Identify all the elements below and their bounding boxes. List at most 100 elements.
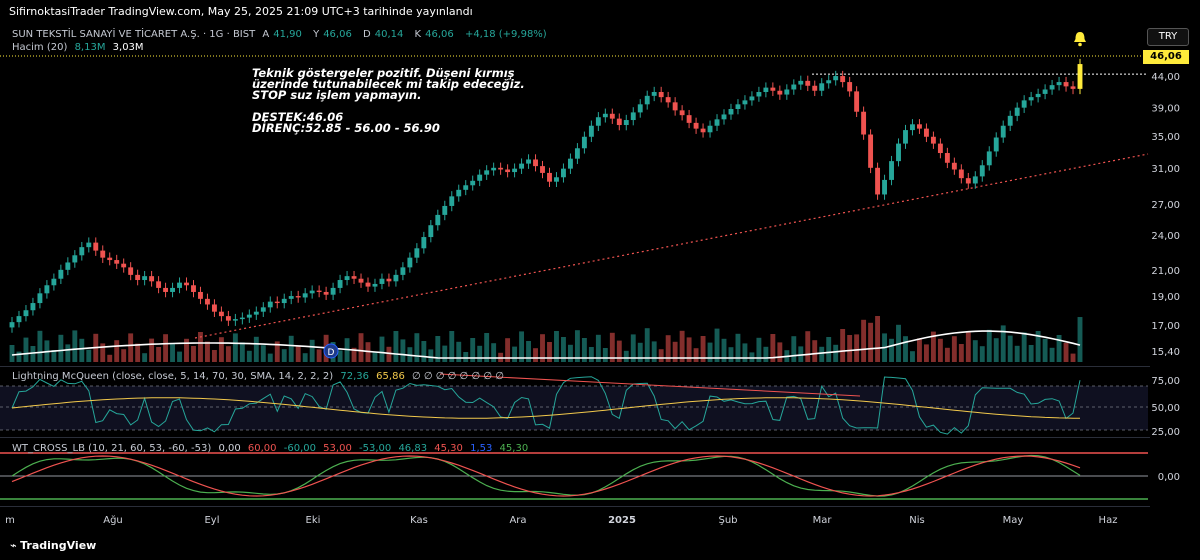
volume-bar bbox=[798, 346, 804, 362]
time-axis-label: m bbox=[5, 515, 15, 526]
candle-body bbox=[505, 169, 511, 173]
time-axis-label: Eki bbox=[306, 515, 321, 526]
indicator2-header: WT_CROSS_LB (10, 21, 60, 53, -60, -53) 0… bbox=[12, 443, 532, 454]
volume-bar bbox=[170, 343, 175, 362]
volume-bar bbox=[665, 335, 671, 362]
volume-bar bbox=[225, 346, 231, 362]
candle-body bbox=[435, 214, 441, 226]
indicator1-axis-label: 25,00 bbox=[1151, 427, 1180, 438]
volume-bar bbox=[533, 348, 538, 362]
candle-body bbox=[540, 166, 545, 173]
volume-label[interactable]: Hacim (20) bbox=[12, 42, 68, 53]
volume-bar bbox=[512, 346, 518, 362]
candle-body bbox=[1042, 89, 1048, 94]
candle-body bbox=[533, 159, 538, 167]
candle-body bbox=[1063, 82, 1069, 87]
candle-body bbox=[819, 83, 825, 91]
candle-body bbox=[421, 237, 427, 249]
volume-bar bbox=[700, 336, 706, 362]
volume-bar bbox=[267, 353, 273, 362]
volume-bar bbox=[484, 333, 490, 362]
indicator2-v3: 53,00 bbox=[323, 443, 352, 454]
pane-separator-1 bbox=[0, 366, 1150, 367]
volume-bar bbox=[930, 331, 936, 362]
volume-bar bbox=[491, 343, 497, 362]
candle-body bbox=[665, 97, 671, 103]
candle-body bbox=[637, 104, 643, 113]
indicator2-v7: 1,53 bbox=[470, 443, 493, 454]
candle-body bbox=[184, 282, 189, 286]
indicator2-label[interactable]: WT_CROSS_LB (10, 21, 60, 53, -60, -53) bbox=[12, 443, 212, 454]
candle-body bbox=[512, 168, 518, 173]
volume-bar bbox=[58, 334, 64, 362]
alert-bell-icon[interactable] bbox=[1073, 31, 1087, 51]
indicator2-v1: 60,00 bbox=[247, 443, 277, 454]
price-axis-label: 31,00 bbox=[1151, 164, 1180, 175]
candle-body bbox=[114, 260, 120, 264]
volume-bar bbox=[142, 353, 148, 362]
volume-bar bbox=[295, 345, 301, 362]
candle-body bbox=[917, 124, 922, 129]
candle-body bbox=[833, 76, 839, 81]
candle-body bbox=[267, 301, 273, 308]
volume-bar bbox=[1028, 345, 1034, 362]
volume-bar bbox=[288, 335, 294, 362]
volume-bar bbox=[651, 341, 657, 362]
candle-body bbox=[274, 301, 280, 304]
candle-body bbox=[651, 92, 657, 96]
candle-body bbox=[309, 290, 315, 294]
volume-bar bbox=[421, 341, 427, 362]
volume-bar bbox=[574, 330, 580, 362]
indicator1-label[interactable]: Lightning McQueen (close, close, 5, 14, … bbox=[12, 371, 334, 382]
candle-body bbox=[595, 117, 601, 126]
volume-bar bbox=[1000, 325, 1006, 362]
volume-bar bbox=[951, 336, 957, 362]
candle-body bbox=[239, 317, 245, 320]
last-price-tag: 46,06 bbox=[1143, 50, 1189, 64]
volume-bar bbox=[1077, 317, 1083, 362]
candle-body bbox=[1014, 107, 1020, 116]
price-axis-label: 27,00 bbox=[1151, 200, 1180, 211]
candle-body bbox=[1000, 125, 1006, 138]
analysis-note: Teknik göstergeler pozitif. Düşeni kırmı… bbox=[252, 66, 525, 135]
volume-bar bbox=[735, 333, 741, 362]
volume-bar bbox=[567, 344, 573, 362]
candle-body bbox=[393, 274, 399, 282]
candle-body bbox=[72, 255, 78, 263]
volume-bar bbox=[211, 350, 217, 362]
volume-bar bbox=[442, 345, 448, 362]
volume-bar bbox=[428, 349, 434, 362]
volume-bar bbox=[979, 346, 985, 362]
symbol-name[interactable]: SUN TEKSTİL SANAYİ VE TİCARET A.Ş. · 1G … bbox=[12, 29, 256, 40]
candle-body bbox=[567, 158, 573, 169]
candle-body bbox=[428, 225, 434, 238]
volume-bar bbox=[1021, 332, 1027, 362]
volume-bar bbox=[477, 345, 483, 362]
volume-bar bbox=[135, 343, 141, 362]
dividend-marker-label: D bbox=[328, 348, 335, 358]
currency-button[interactable]: TRY bbox=[1147, 28, 1189, 46]
candle-body bbox=[379, 278, 385, 284]
candle-body bbox=[456, 189, 462, 197]
candle-body bbox=[414, 248, 420, 258]
candle-body bbox=[37, 293, 43, 304]
time-axis-label: Nis bbox=[909, 515, 924, 526]
volume-bar bbox=[121, 349, 127, 362]
volume-bar bbox=[756, 337, 762, 362]
candle-body bbox=[756, 92, 762, 97]
candle-body bbox=[260, 307, 266, 312]
indicator1-axis-label: 75,00 bbox=[1151, 376, 1180, 387]
candle-body bbox=[993, 137, 999, 152]
tradingview-logo[interactable]: ⌁ TradingView bbox=[10, 539, 96, 552]
volume-bar bbox=[449, 331, 455, 362]
candle-body bbox=[491, 167, 497, 171]
volume-bar bbox=[386, 346, 392, 362]
price-axis-label: 24,00 bbox=[1151, 231, 1180, 242]
candle-body bbox=[965, 178, 971, 184]
close-value: 46,06 bbox=[425, 29, 454, 40]
indicator2-v8: 45,30 bbox=[499, 443, 529, 454]
candle-body bbox=[700, 128, 706, 133]
candle-body bbox=[526, 159, 531, 164]
volume-header: Hacim (20) 8,13M 3,03M bbox=[12, 42, 148, 53]
